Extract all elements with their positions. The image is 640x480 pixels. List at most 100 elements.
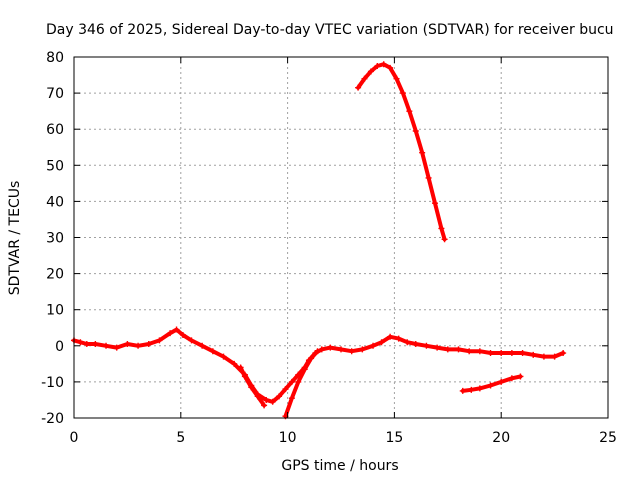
x-tick-label: 5 (176, 430, 185, 446)
data-point (237, 364, 244, 371)
data-point (466, 348, 473, 355)
series-layer (71, 61, 567, 420)
data-point (387, 64, 394, 71)
data-point (498, 350, 505, 357)
y-tick-label: 50 (46, 158, 64, 174)
y-tick-label: 70 (46, 86, 64, 102)
data-point (508, 350, 515, 357)
grid-layer (74, 57, 608, 418)
data-point (92, 340, 99, 347)
series-recovery-branch (283, 349, 320, 419)
y-tick-label: 30 (46, 231, 64, 247)
data-point (487, 350, 494, 357)
data-point (288, 395, 295, 402)
series-upper-arc (356, 62, 447, 242)
data-point (441, 236, 448, 243)
data-point (444, 346, 451, 353)
data-point (406, 108, 413, 115)
data-point (263, 396, 270, 403)
data-point (519, 350, 526, 357)
data-point (179, 331, 186, 338)
data-point (540, 353, 547, 360)
data-point (387, 333, 394, 340)
x-tick-label: 0 (70, 430, 79, 446)
data-point (404, 339, 411, 346)
y-tick-label: 40 (46, 194, 64, 210)
data-point (295, 378, 302, 385)
y-tick-label: 20 (46, 267, 64, 283)
data-point (431, 200, 438, 207)
data-point (314, 348, 321, 355)
data-point (455, 346, 462, 353)
data-point (419, 149, 426, 156)
data-point (276, 393, 283, 400)
data-point (487, 382, 494, 389)
data-point (301, 366, 308, 373)
data-point (113, 344, 120, 351)
data-point (145, 340, 152, 347)
data-point (308, 355, 315, 362)
data-point (438, 225, 445, 232)
data-point (468, 386, 475, 393)
data-point (77, 339, 84, 346)
data-point (355, 84, 362, 91)
data-point (188, 337, 195, 344)
data-point (367, 68, 374, 75)
data-point (156, 337, 163, 344)
data-point (318, 346, 325, 353)
data-point (173, 326, 180, 333)
data-point (370, 342, 377, 349)
x-tick-label: 15 (385, 430, 403, 446)
data-point (425, 174, 432, 181)
data-point (374, 63, 381, 70)
series-dip-branch (238, 365, 267, 408)
data-point (261, 402, 268, 409)
data-point (380, 61, 387, 68)
data-point (476, 385, 483, 392)
data-point (434, 344, 441, 351)
data-point (361, 75, 368, 82)
chart-title: Day 346 of 2025, Sidereal Day-to-day VTE… (46, 22, 614, 38)
data-point (269, 398, 276, 405)
data-point (241, 373, 248, 380)
data-point (209, 348, 216, 355)
data-point (517, 373, 524, 380)
y-tick-label: -20 (41, 411, 64, 427)
data-point (83, 340, 90, 347)
x-tick-label: 25 (599, 430, 617, 446)
y-tick-label: 10 (46, 303, 64, 319)
data-point (423, 342, 430, 349)
y-axis-label: SDTVAR / TECUs (7, 181, 23, 296)
data-point (199, 342, 206, 349)
data-point (378, 339, 385, 346)
data-point (254, 393, 261, 400)
tick-layer: 0 5 10 15 20 25 -20 -10 0 10 20 30 40 50 60 70 80 (41, 50, 617, 446)
data-point (103, 342, 110, 349)
y-tick-label: 80 (46, 50, 64, 66)
y-tick-label: 60 (46, 122, 64, 138)
data-point (508, 375, 515, 382)
x-tick-label: 10 (279, 430, 297, 446)
data-point (338, 346, 344, 353)
data-point (135, 342, 142, 349)
data-point (498, 378, 505, 385)
data-point (359, 346, 366, 353)
data-point (551, 353, 558, 360)
data-point (399, 90, 406, 97)
data-point (393, 75, 400, 82)
data-point (476, 348, 483, 355)
data-point (412, 128, 419, 135)
data-point (231, 360, 238, 367)
data-point (167, 330, 174, 337)
data-point (348, 348, 355, 355)
data-point (282, 386, 289, 393)
data-point (412, 340, 419, 347)
data-point (560, 350, 567, 357)
data-point (288, 378, 295, 385)
y-tick-label: 0 (55, 339, 64, 355)
data-point (124, 340, 131, 347)
data-point (395, 335, 402, 342)
series-main-track (72, 327, 566, 404)
x-axis-label: GPS time / hours (281, 458, 398, 474)
